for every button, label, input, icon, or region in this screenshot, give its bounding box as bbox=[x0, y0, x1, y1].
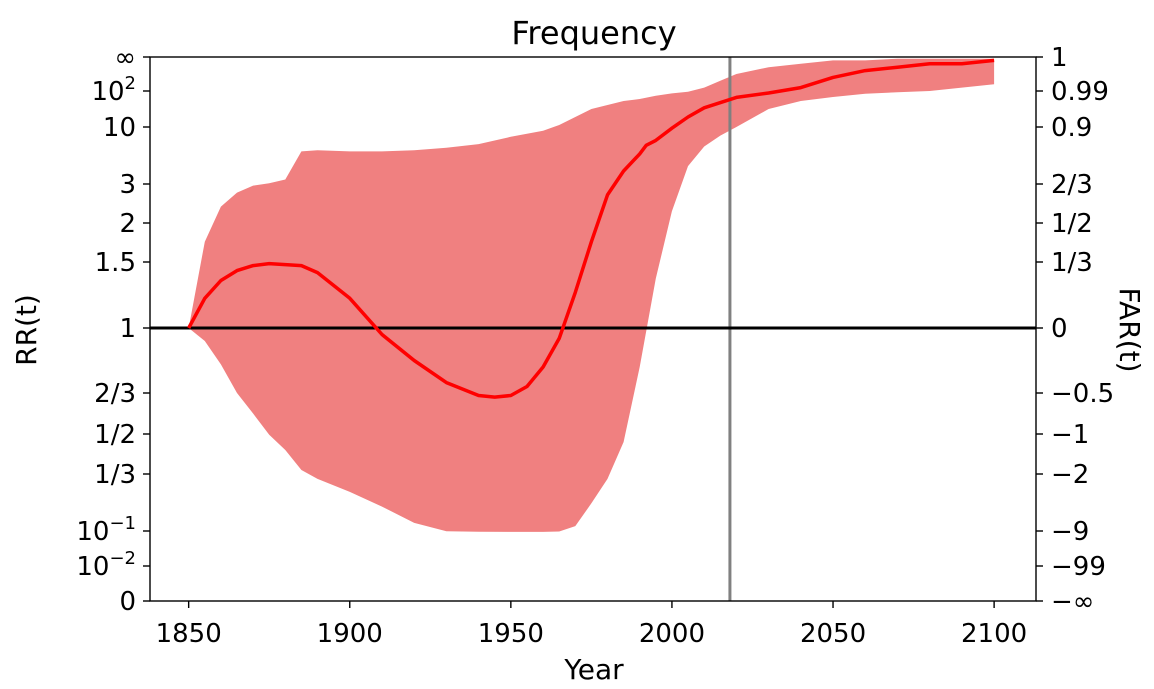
y-tick-label-left: 1/2 bbox=[94, 420, 136, 450]
y-tick-label-right: −1 bbox=[1051, 420, 1089, 450]
y-tick-label-right: 0.99 bbox=[1051, 77, 1109, 107]
y-tick-label-right: 0.9 bbox=[1051, 113, 1092, 143]
y-tick-label-left: 2/3 bbox=[94, 379, 136, 409]
reference-lines bbox=[150, 57, 1036, 601]
y-tick-label-left: 3 bbox=[119, 170, 136, 200]
y-tick-label-left: 10−2 bbox=[76, 548, 136, 582]
y-tick-label-left: ∞ bbox=[114, 43, 136, 73]
y-tick-label-right: −99 bbox=[1051, 552, 1106, 582]
line-layer bbox=[187, 58, 995, 399]
confidence-band bbox=[188, 58, 995, 532]
y-tick-label-right: 0 bbox=[1051, 314, 1068, 344]
y-tick-label-left: 0 bbox=[119, 587, 136, 617]
y-tick-label-right: 2/3 bbox=[1051, 170, 1093, 200]
x-tick-label: 1850 bbox=[156, 619, 222, 649]
y-tick-label-right: −9 bbox=[1051, 517, 1089, 547]
y-axis-label-left: RR(t) bbox=[10, 294, 43, 366]
y-tick-label-right: 1/3 bbox=[1051, 248, 1093, 278]
y-tick-label-right: 1/2 bbox=[1051, 209, 1093, 239]
y-axis-label-right: FAR(t) bbox=[1113, 288, 1146, 373]
x-axis-label: Year bbox=[563, 653, 624, 686]
y-tick-label-left: 10 bbox=[103, 113, 136, 143]
y-tick-label-right: −2 bbox=[1051, 460, 1089, 490]
band-layer bbox=[188, 58, 995, 532]
y-tick-label-right: −0.5 bbox=[1051, 379, 1114, 409]
y-axis-left-ticks: ∞102 10 3 2 1.5 1 2/3 1/2 1/3 10−110−2 0 bbox=[76, 43, 150, 617]
y-tick-label-left: 2 bbox=[119, 209, 136, 239]
x-axis-ticks: 1850 1900 1950 2000 2050 2100 bbox=[156, 601, 1027, 649]
y-tick-label-left: 102 bbox=[91, 73, 136, 107]
y-tick-label-right: 1 bbox=[1051, 43, 1068, 73]
y-tick-label-left: 1 bbox=[119, 314, 136, 344]
x-tick-label: 2000 bbox=[639, 619, 705, 649]
y-tick-label-right: −∞ bbox=[1051, 587, 1094, 617]
y-axis-right-ticks: 1 0.99 0.9 2/3 1/2 1/3 0 −0.5 −1 −2 −9 −99 −∞ bbox=[1036, 43, 1114, 617]
central-estimate-line bbox=[187, 58, 995, 399]
chart-title: Frequency bbox=[511, 14, 676, 52]
y-tick-label-left: 10−1 bbox=[76, 513, 136, 547]
y-tick-label-left: 1.5 bbox=[95, 248, 136, 278]
x-tick-label: 1900 bbox=[317, 619, 383, 649]
y-tick-label-left: 1/3 bbox=[94, 460, 136, 490]
x-tick-label: 1950 bbox=[478, 619, 544, 649]
x-tick-label: 2100 bbox=[961, 619, 1027, 649]
plot-frame bbox=[149, 56, 1037, 602]
x-tick-label: 2050 bbox=[800, 619, 866, 649]
